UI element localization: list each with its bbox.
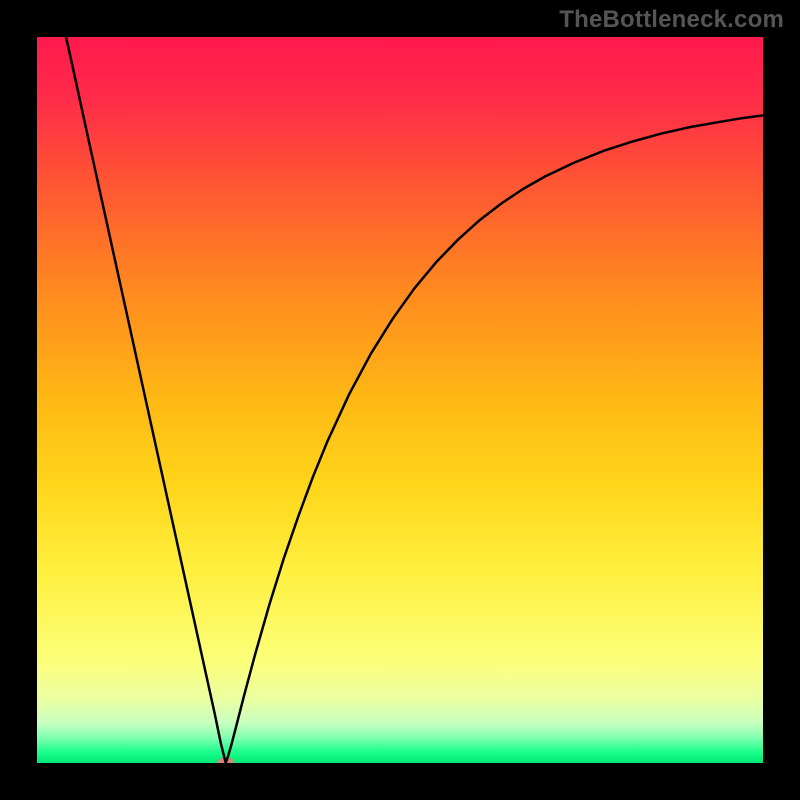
bottleneck-chart	[0, 0, 800, 800]
chart-container: TheBottleneck.com	[0, 0, 800, 800]
watermark-text: TheBottleneck.com	[559, 6, 784, 34]
